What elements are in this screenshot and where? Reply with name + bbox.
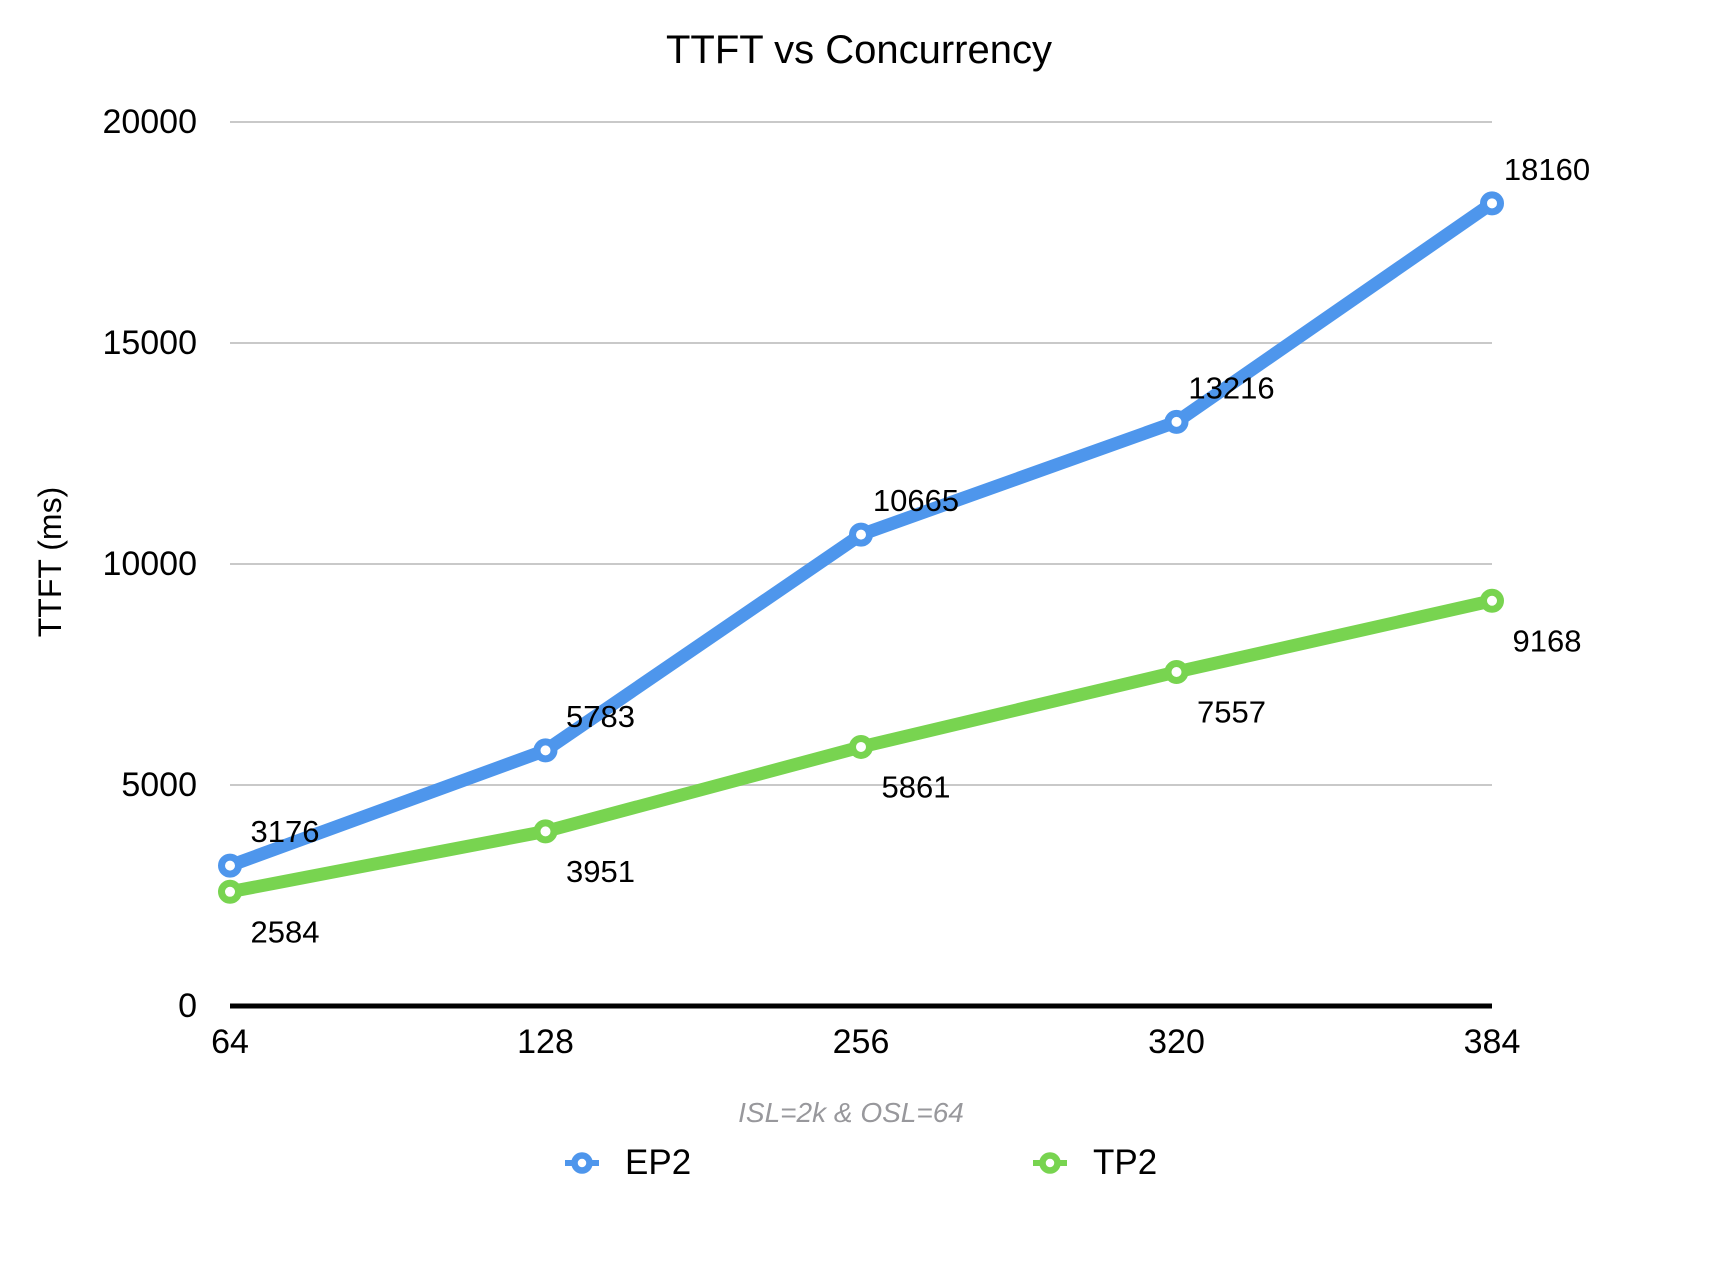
y-tick-label: 15000 [102,324,197,362]
x-tick-label: 320 [1148,1023,1205,1061]
legend-marker-ep2-icon [565,1152,599,1174]
data-point-label-ep2-128: 5783 [566,699,635,734]
data-point-label-tp2-384: 9168 [1513,623,1582,658]
x-tick-label: 384 [1464,1023,1521,1061]
y-tick-label: 0 [178,987,197,1025]
data-point-label-ep2-64: 3176 [251,814,320,849]
data-point-marker-ep2-384 [1480,191,1504,216]
data-point-label-ep2-320: 13216 [1188,370,1274,405]
legend-label-ep2: EP2 [625,1143,692,1182]
data-point-marker-tp2-128 [533,819,558,844]
chart-title: TTFT vs Concurrency [666,28,1052,72]
data-point-label-tp2-64: 2584 [251,914,320,949]
x-tick-label: 256 [833,1023,890,1061]
x-axis-subtitle: ISL=2k & OSL=64 [738,1097,964,1128]
data-point-marker-ep2-256 [849,522,873,547]
data-point-label-tp2-128: 3951 [566,854,635,889]
data-point-label-tp2-320: 7557 [1197,694,1266,729]
legend-item-tp2: TP2 [1033,1139,1157,1187]
data-point-label-ep2-256: 10665 [873,483,959,518]
legend-item-ep2: EP2 [565,1139,691,1187]
data-point-marker-tp2-256 [849,734,873,759]
data-point-marker-ep2-64 [218,853,242,878]
legend-marker-tp2-icon [1033,1152,1067,1174]
data-point-marker-tp2-320 [1164,659,1189,684]
y-tick-label: 10000 [102,545,197,583]
y-tick-label: 5000 [121,766,197,804]
chart-legend: EP2 TP2 [0,1139,1718,1187]
data-point-marker-ep2-128 [533,738,558,763]
data-point-label-ep2-384: 18160 [1504,152,1590,187]
data-point-marker-ep2-320 [1164,409,1189,434]
x-tick-label: 64 [211,1023,249,1061]
x-tick-label: 128 [517,1023,574,1061]
y-tick-label: 20000 [102,103,197,141]
data-point-label-tp2-256: 5861 [882,769,951,804]
data-point-marker-tp2-64 [218,879,242,904]
data-point-marker-tp2-384 [1480,588,1504,613]
legend-label-tp2: TP2 [1093,1143,1158,1182]
